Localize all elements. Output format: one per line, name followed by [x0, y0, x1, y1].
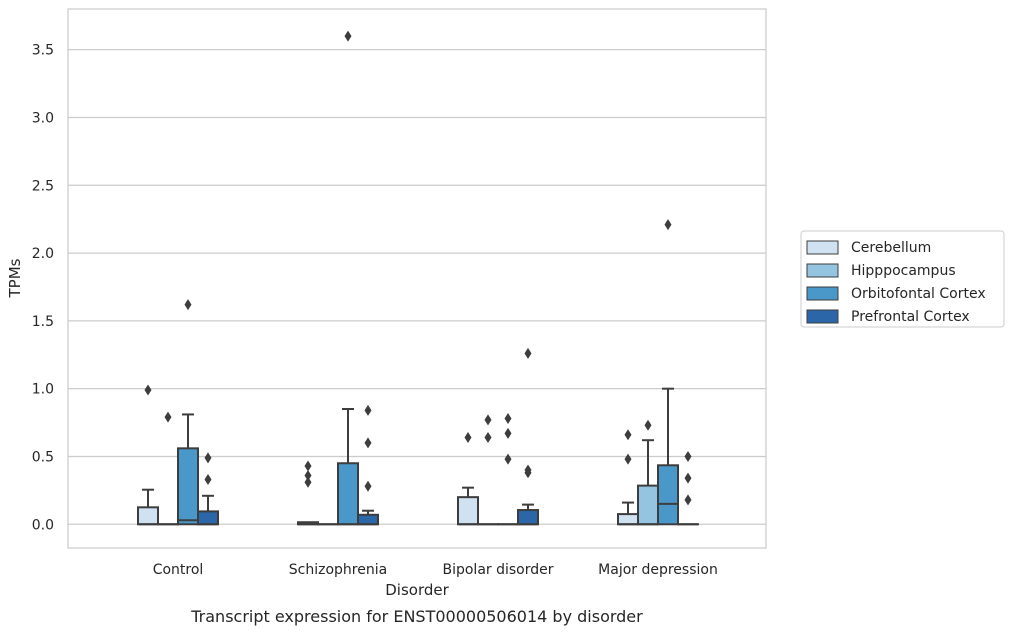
outlier-point: [524, 464, 532, 476]
legend-item-orbitofontal-cortex: Orbitofontal Cortex: [806, 286, 986, 302]
y-tick-label: 1.0: [32, 382, 54, 398]
box-prefrontal-cortex-bipolar-disorder: [517, 347, 539, 526]
legend-swatch: [806, 286, 839, 301]
legend-swatch: [806, 240, 839, 255]
outlier-point: [504, 427, 512, 439]
box-hipppocampus-major-depression: [637, 419, 659, 526]
box-body: [517, 509, 539, 526]
outlier-point: [484, 414, 492, 426]
legend-item-prefrontal-cortex: Prefrontal Cortex: [806, 309, 970, 325]
x-tick-label-major-depression: Major depression: [598, 562, 718, 578]
outlier-point: [524, 347, 532, 359]
outlier-point: [624, 453, 632, 465]
legend: Cerebellum Hipppocampus Orbitofontal Corte…: [800, 230, 1005, 328]
outlier-point: [684, 494, 692, 506]
legend-label: Prefrontal Cortex: [851, 309, 970, 325]
plot-frame: [67, 8, 767, 549]
outlier-point: [464, 431, 472, 443]
y-tick-label: 0.5: [32, 449, 54, 465]
y-tick-label: 3.5: [32, 43, 54, 59]
y-tick-labels: 0.0 0.5 1.0 1.5 2.0 2.5 3.0 3.5: [32, 43, 54, 534]
legend-item-hipppocampus: Hipppocampus: [806, 263, 956, 279]
box-orbitofontal-cortex-control: [177, 299, 199, 526]
plot-marks: [137, 30, 699, 526]
grid-lines: [68, 49, 766, 525]
outlier-point: [364, 404, 372, 416]
box-hipppocampus-control: [157, 411, 179, 526]
outlier-point: [204, 474, 212, 486]
y-tick-label: 1.5: [32, 314, 54, 330]
box-body: [617, 513, 639, 526]
outlier-point: [504, 453, 512, 465]
legend-swatch: [806, 263, 839, 278]
outlier-point: [304, 460, 312, 472]
x-tick-labels: Control Schizophrenia Bipolar disorder Majo…: [153, 562, 718, 578]
y-tick-label: 3.0: [32, 110, 54, 126]
outlier-point: [504, 413, 512, 425]
x-tick-label-schizophrenia: Schizophrenia: [289, 562, 387, 578]
chart-caption: Transcript expression for ENST0000050601…: [190, 607, 643, 626]
box-body: [197, 510, 219, 526]
y-tick-label: 2.5: [32, 178, 54, 194]
x-axis-title: Disorder: [385, 581, 449, 599]
box-body: [657, 464, 679, 526]
box-orbitofontal-cortex-schizophrenia: [337, 30, 359, 526]
legend-label: Hipppocampus: [851, 263, 956, 279]
y-tick-label: 2.0: [32, 246, 54, 262]
legend-swatch: [806, 309, 839, 324]
outlier-point: [624, 429, 632, 441]
box-cerebellum-major-depression: [617, 429, 639, 526]
box-body: [337, 462, 359, 526]
outlier-point: [304, 469, 312, 481]
x-tick-label-control: Control: [153, 562, 204, 578]
outlier-point: [684, 450, 692, 462]
outlier-point: [204, 452, 212, 464]
box-body: [457, 496, 479, 526]
box-body: [137, 506, 159, 526]
y-axis-title: TPMs: [6, 258, 24, 298]
box-body: [177, 447, 199, 526]
outlier-point: [684, 472, 692, 484]
box-cerebellum-control: [137, 384, 159, 526]
box-body: [637, 484, 659, 526]
outlier-point: [344, 30, 352, 42]
x-tick-label-bipolar-disorder: Bipolar disorder: [442, 562, 553, 578]
outlier-point: [484, 431, 492, 443]
box-cerebellum-schizophrenia: [297, 460, 319, 526]
legend-item-cerebellum: Cerebellum: [806, 240, 931, 256]
outlier-point: [364, 480, 372, 492]
legend-label: Orbitofontal Cortex: [851, 286, 986, 302]
legend-frame: [800, 230, 1005, 328]
box-cerebellum-bipolar-disorder: [457, 431, 479, 526]
outlier-point: [144, 384, 152, 396]
outlier-point: [664, 219, 672, 231]
y-tick-label: 0.0: [32, 517, 54, 533]
box-body: [357, 513, 379, 526]
box-prefrontal-cortex-schizophrenia: [357, 404, 379, 526]
box-orbitofontal-cortex-major-depression: [657, 219, 679, 526]
outlier-point: [364, 437, 372, 449]
box-orbitofontal-cortex-bipolar-disorder: [497, 413, 519, 526]
box-prefrontal-cortex-control: [197, 452, 219, 526]
outlier-point: [164, 411, 172, 423]
box-prefrontal-cortex-major-depression: [677, 450, 699, 526]
box-hipppocampus-bipolar-disorder: [477, 414, 499, 526]
legend-label: Cerebellum: [851, 240, 931, 256]
outlier-point: [304, 476, 312, 488]
outlier-point: [184, 299, 192, 311]
outlier-point: [644, 419, 652, 431]
